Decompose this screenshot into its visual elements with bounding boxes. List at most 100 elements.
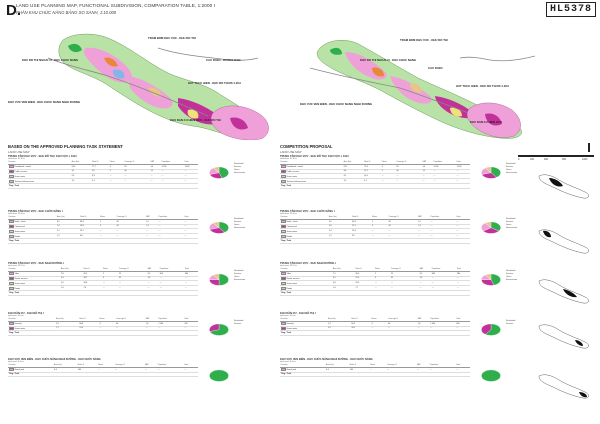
table-cell: 77,7 xyxy=(91,164,110,170)
pie-slice xyxy=(490,166,501,178)
key-plan-thumbnail-3 xyxy=(538,324,589,349)
entry-code-badge: HL5378 xyxy=(545,2,596,17)
column-header: Function xyxy=(280,216,329,220)
table-cell: — xyxy=(429,326,456,332)
total-row: Tổng / Total xyxy=(8,330,198,336)
left-pie-chart-1 xyxy=(209,221,229,234)
column-header: Function xyxy=(280,364,326,368)
block-title: TRUNG TÂM KHU VỰC - KHU ĐÔ THỊ I KHU VỰC… xyxy=(8,155,77,158)
table-cell: Green areas xyxy=(280,173,343,180)
table-cell: — xyxy=(430,228,456,235)
table-cell: 22,1 xyxy=(342,164,364,170)
table-cell: — xyxy=(183,169,198,175)
table-cell: 700 xyxy=(183,321,198,327)
pie-slice xyxy=(485,221,492,229)
table-cell: 100 xyxy=(77,367,98,373)
table-cell: — xyxy=(455,367,470,373)
pie-legend-item: Services xyxy=(234,221,242,223)
color-swatch xyxy=(8,286,14,290)
table-cell: 48,4 xyxy=(79,219,100,225)
table-cell: 40 xyxy=(387,321,418,327)
left-map-label-6: KHU DAN CU HIEN HUU - KHU DO THI xyxy=(170,118,221,122)
color-swatch xyxy=(280,272,286,276)
table-row: Green areas 3,4 39,5— — — — — xyxy=(280,326,470,332)
column-header: Coverage % xyxy=(123,161,150,165)
table-cell: — xyxy=(430,224,456,230)
table-cell: Beach park xyxy=(8,367,54,373)
column-header: Area (ha) xyxy=(70,161,92,165)
table-cell: — xyxy=(183,326,198,332)
table-cell: — xyxy=(118,285,147,291)
thumbnail-highlight xyxy=(549,178,563,187)
table-cell: — xyxy=(429,367,456,373)
table-cell: — xyxy=(115,228,146,235)
column-header: Ratio % xyxy=(91,161,110,165)
table-cell: — xyxy=(455,178,470,184)
comparison-table: Function Area (ha) Ratio % Floors Coverage %… xyxy=(8,161,198,189)
table-row: Hotel - resort 6,2 48,4 5 30 1,5— — xyxy=(8,219,198,225)
table-cell: 280 xyxy=(456,271,470,277)
table-row: Roads 1,4 7,6— — — — — xyxy=(8,285,198,291)
table-cell: 25 xyxy=(118,271,147,277)
table-cell: — xyxy=(387,228,418,235)
table-cell: 6,4 xyxy=(53,367,78,373)
column-header: Coverage % xyxy=(114,364,145,368)
block-title: TRUNG TÂM KHU VỰC - KHU CHỨC NĂNG I xyxy=(280,210,335,213)
column-header: Ratio % xyxy=(79,216,100,220)
comparison-table: Function Area (ha) Ratio % Floors Coverage %… xyxy=(8,318,198,336)
table-cell: — xyxy=(387,233,418,239)
table-cell: 100 xyxy=(349,367,370,373)
thumbnail-outline xyxy=(538,279,589,304)
table-cell: 45 xyxy=(115,224,146,230)
table-cell: 21,9 xyxy=(351,224,372,230)
pie-legend-item: Green xyxy=(234,224,240,226)
table-cell: Resort services xyxy=(280,276,333,282)
total-label: Tổng / Total xyxy=(8,238,198,244)
table-cell: — xyxy=(370,326,388,332)
table-cell: 1,2 xyxy=(422,169,434,175)
right-pie-chart-0 xyxy=(481,166,501,179)
column-header: Floors xyxy=(98,318,116,322)
table-cell: — xyxy=(157,326,184,332)
table-cell: — xyxy=(371,233,388,239)
column-header: Floors xyxy=(369,364,387,368)
table-cell: 18,8 xyxy=(79,224,100,230)
table-cell: Green areas xyxy=(280,280,333,287)
block-title: KHU DÂN CƯ - KHU ĐÔ THỊ I xyxy=(8,312,44,315)
total-label: Tổng / Total xyxy=(8,290,198,296)
left-section-subtitle: LAND USE MAP xyxy=(8,150,30,154)
left-section-title: BASED ON THE APPROVED PLANNING TASK STAT… xyxy=(8,144,123,149)
table-cell: 1 950 xyxy=(429,321,456,327)
scale-ruler xyxy=(518,155,594,157)
table-row: Housing 5,2 60,5 4 40 1,6 1 950 650 xyxy=(280,321,470,327)
table-cell: — xyxy=(158,233,184,239)
table-cell: 8,5 xyxy=(351,233,372,239)
column-header: Area (ha) xyxy=(332,268,355,272)
table-cell: Roads xyxy=(280,233,329,239)
table-cell: 1,1 xyxy=(56,233,80,239)
table-cell: — xyxy=(456,280,470,287)
pie-legend: Residential Services Green Infrastructure xyxy=(506,163,517,175)
table-cell: 2 100 xyxy=(157,321,184,327)
column-header: Population xyxy=(161,161,184,165)
column-header: Ratio % xyxy=(77,364,98,368)
total-label: Tổng / Total xyxy=(280,330,470,336)
left-pie-chart-3 xyxy=(209,323,229,336)
pie-slice xyxy=(485,273,492,281)
scale-label-0: 0 xyxy=(518,158,520,161)
table-cell: 7,7 xyxy=(354,285,375,291)
table-cell: Hotel - resort xyxy=(8,219,57,225)
column-header: Floors xyxy=(374,268,391,272)
table-cell: 3 900 xyxy=(433,164,456,170)
table-row: Villas 7,1 39,0 2 25 0,5 840 280 xyxy=(280,271,470,277)
color-swatch xyxy=(280,179,286,183)
table-cell: 0,5 xyxy=(147,271,160,277)
table-cell: — xyxy=(123,178,150,184)
column-header: Ratio % xyxy=(351,216,372,220)
right-pie-chart-2 xyxy=(481,273,501,286)
pie-legend-item: Green xyxy=(234,169,240,171)
total-row: Tổng / Total xyxy=(280,372,470,378)
table-cell: 3 xyxy=(102,276,119,282)
table-cell: 2 xyxy=(102,271,119,277)
